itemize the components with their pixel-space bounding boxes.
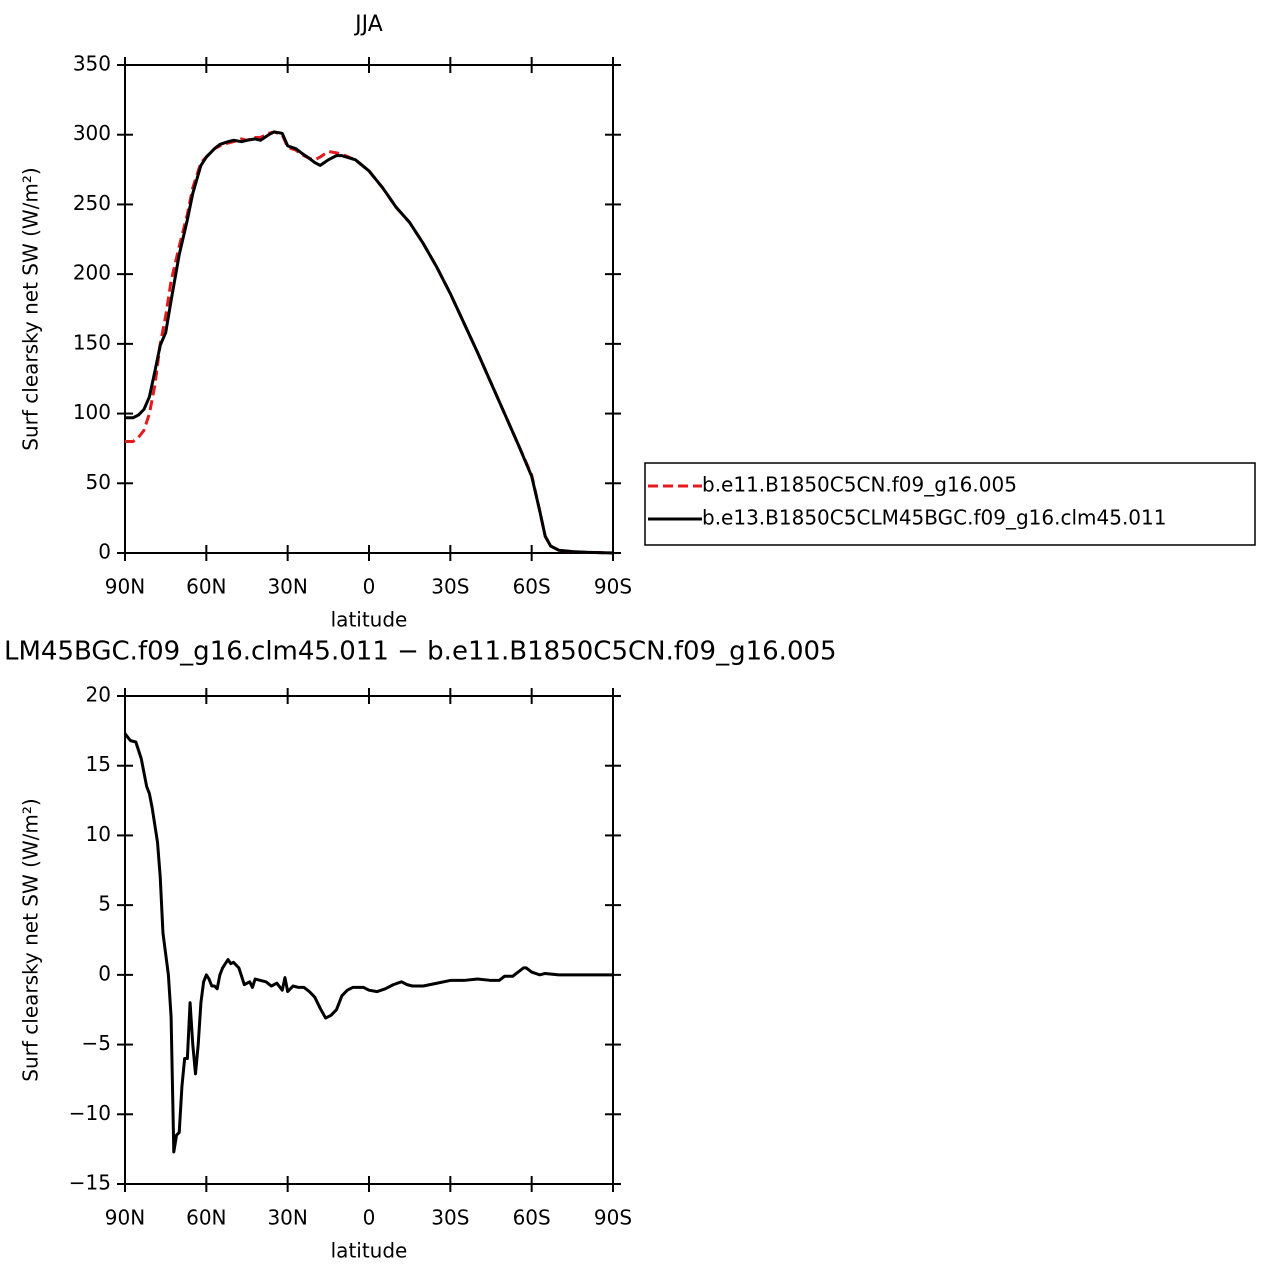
x-tick-label: 90S bbox=[594, 1206, 632, 1230]
x-tick-label: 60S bbox=[513, 1206, 551, 1230]
y-tick-label: 15 bbox=[86, 752, 111, 776]
data-line bbox=[125, 130, 614, 555]
y-tick-label: 200 bbox=[73, 261, 111, 285]
y-tick-label: 100 bbox=[73, 400, 111, 424]
y-tick-label: 10 bbox=[86, 822, 111, 846]
y-axis-label: Surf clearsky net SW (W/m²) bbox=[19, 798, 43, 1081]
data-line bbox=[125, 130, 614, 555]
plot-frame bbox=[124, 64, 614, 554]
x-axis-label: latitude bbox=[331, 1239, 408, 1263]
x-tick-label: 60S bbox=[513, 575, 551, 599]
plot-frame bbox=[124, 695, 614, 1185]
y-tick-label: 0 bbox=[98, 540, 111, 564]
y-tick-label: 50 bbox=[86, 470, 111, 494]
legend-label: b.e13.B1850C5CLM45BGC.f09_g16.clm45.011 bbox=[702, 506, 1166, 530]
x-tick-label: 0 bbox=[363, 575, 376, 599]
x-tick-label: 60N bbox=[186, 1206, 226, 1230]
chart-title: LM45BGC.f09_g16.clm45.011 − b.e11.B1850C… bbox=[4, 637, 837, 667]
y-tick-label: 5 bbox=[98, 892, 111, 916]
y-tick-label: 300 bbox=[73, 121, 111, 145]
y-tick-label: 0 bbox=[98, 961, 111, 985]
y-tick-label: 150 bbox=[73, 330, 111, 354]
y-tick-label: −15 bbox=[69, 1171, 111, 1195]
x-tick-label: 90N bbox=[105, 575, 145, 599]
y-tick-label: 250 bbox=[73, 191, 111, 215]
x-tick-label: 30S bbox=[431, 575, 469, 599]
x-tick-label: 0 bbox=[363, 1206, 376, 1230]
legend-box bbox=[644, 462, 1256, 546]
y-tick-label: 20 bbox=[86, 683, 111, 707]
x-axis-label: latitude bbox=[331, 608, 408, 632]
legend-label: b.e11.B1850C5CN.f09_g16.005 bbox=[702, 473, 1017, 497]
x-tick-label: 30N bbox=[267, 1206, 307, 1230]
y-tick-label: 350 bbox=[73, 52, 111, 76]
x-tick-label: 90N bbox=[105, 1206, 145, 1230]
x-tick-label: 90S bbox=[594, 575, 632, 599]
y-axis-label: Surf clearsky net SW (W/m²) bbox=[19, 167, 43, 450]
y-tick-label: −5 bbox=[82, 1031, 111, 1055]
data-line bbox=[123, 732, 613, 1154]
chart-title: JJA bbox=[353, 12, 383, 37]
x-tick-label: 30S bbox=[431, 1206, 469, 1230]
x-tick-label: 30N bbox=[267, 575, 307, 599]
y-tick-label: −10 bbox=[69, 1101, 111, 1125]
x-tick-label: 60N bbox=[186, 575, 226, 599]
